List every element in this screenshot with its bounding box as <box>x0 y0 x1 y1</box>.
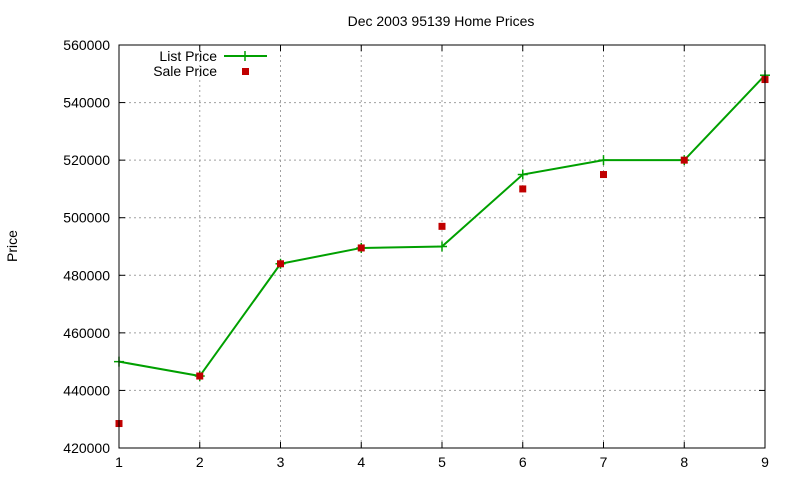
sale-price-point <box>277 260 284 268</box>
y-tick-label: 560000 <box>63 37 110 53</box>
y-tick-label: 460000 <box>63 325 110 341</box>
x-tick-label: 6 <box>519 454 527 470</box>
chart-title: Dec 2003 95139 Home Prices <box>348 13 535 29</box>
legend: List Price Sale Price <box>153 48 267 79</box>
sale-price-point <box>519 185 527 193</box>
y-tick-label: 520000 <box>63 152 110 168</box>
plot-frame <box>118 44 766 449</box>
legend-label-sale-price: Sale Price <box>153 63 217 79</box>
sale-price-point <box>196 372 204 380</box>
list-price-point <box>517 169 528 180</box>
list-price-point <box>437 241 447 252</box>
x-tick-label: 1 <box>115 454 123 470</box>
legend-label-list-price: List Price <box>159 48 217 64</box>
x-tick-label: 5 <box>438 454 446 470</box>
x-tick-label: 7 <box>600 454 608 470</box>
y-tick-label: 540000 <box>63 95 110 111</box>
y-tick-label: 440000 <box>63 382 110 398</box>
series <box>114 70 770 428</box>
sale-price-point <box>600 171 607 179</box>
sale-price-point <box>357 244 365 252</box>
sale-price-point <box>680 156 688 164</box>
x-tick-label: 9 <box>761 454 769 470</box>
y-axis-label: Price <box>4 230 20 262</box>
x-tick-label: 3 <box>277 454 285 470</box>
sale-price-point <box>438 222 446 230</box>
axes: 420000 440000 460000 480000 500000 520000 5400… <box>63 37 769 470</box>
y-tick-label: 420000 <box>63 440 110 456</box>
x-tick-label: 2 <box>196 454 204 470</box>
x-tick-label: 8 <box>680 454 688 470</box>
y-tick-label: 480000 <box>63 267 110 283</box>
y-tick-label: 500000 <box>63 210 110 226</box>
legend-marker-sale-price <box>242 68 249 75</box>
list-price-point <box>598 155 609 166</box>
legend-marker-list-price <box>240 51 250 61</box>
x-tick-label: 4 <box>357 454 365 470</box>
